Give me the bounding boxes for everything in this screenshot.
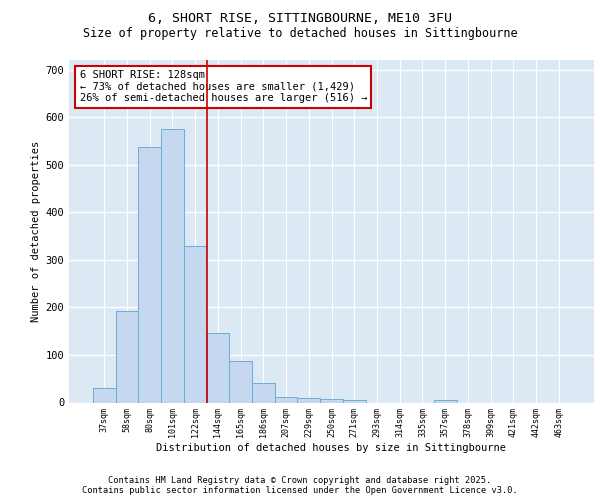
X-axis label: Distribution of detached houses by size in Sittingbourne: Distribution of detached houses by size … [157,443,506,453]
Text: Contains public sector information licensed under the Open Government Licence v3: Contains public sector information licen… [82,486,518,495]
Bar [139,147,161,403]
Bar [252,384,275,402]
Bar [93,388,116,402]
Bar [275,397,298,402]
Bar [434,400,457,402]
Y-axis label: Number of detached properties: Number of detached properties [31,140,41,322]
Bar [229,360,252,403]
Bar [161,129,184,402]
Text: Size of property relative to detached houses in Sittingbourne: Size of property relative to detached ho… [83,28,517,40]
Bar [320,398,343,402]
Bar [184,246,206,402]
Text: 6 SHORT RISE: 128sqm
← 73% of detached houses are smaller (1,429)
26% of semi-de: 6 SHORT RISE: 128sqm ← 73% of detached h… [79,70,367,104]
Bar [298,398,320,402]
Bar [343,400,365,402]
Text: 6, SHORT RISE, SITTINGBOURNE, ME10 3FU: 6, SHORT RISE, SITTINGBOURNE, ME10 3FU [148,12,452,26]
Text: Contains HM Land Registry data © Crown copyright and database right 2025.: Contains HM Land Registry data © Crown c… [109,476,491,485]
Bar [206,332,229,402]
Bar [116,310,139,402]
